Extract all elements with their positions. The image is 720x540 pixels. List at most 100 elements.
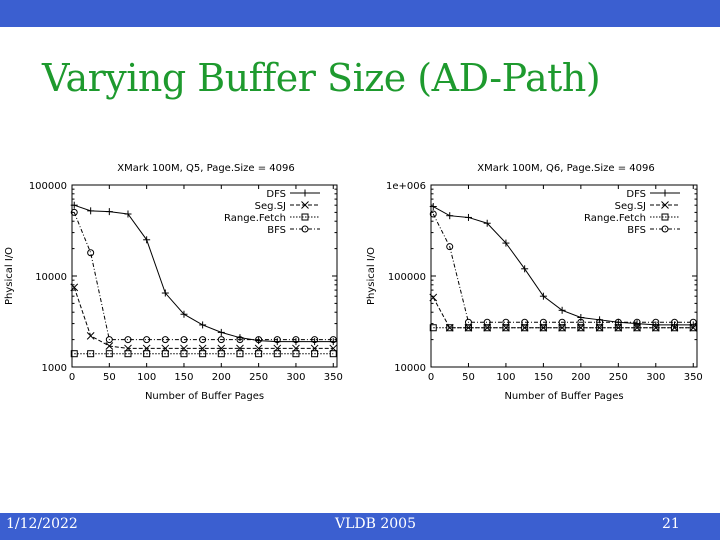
data-point — [70, 283, 79, 292]
series-line — [74, 204, 334, 343]
data-point — [446, 212, 454, 220]
data-point — [292, 336, 300, 344]
data-point — [483, 318, 491, 326]
footer-page-number: 21 — [662, 516, 680, 532]
data-point — [539, 323, 548, 332]
x-tick-label: 100 — [137, 372, 156, 383]
top-bar — [0, 0, 720, 27]
slide-title: Varying Buffer Size (AD-Path) — [42, 56, 601, 100]
data-point — [464, 324, 472, 332]
data-point — [446, 324, 454, 332]
data-point — [199, 336, 207, 344]
data-point — [614, 323, 623, 332]
data-point — [633, 318, 641, 326]
data-point — [311, 336, 319, 344]
x-axis-label: Number of Buffer Pages — [504, 391, 623, 402]
legend-marker — [301, 189, 309, 197]
data-point — [87, 249, 95, 257]
data-point — [502, 239, 510, 247]
x-axis-label: Number of Buffer Pages — [145, 391, 264, 402]
plot-frame — [430, 184, 698, 368]
legend-label: Seg.SJ — [255, 201, 286, 212]
x-tick-label: 0 — [428, 372, 434, 383]
data-point — [689, 324, 697, 332]
legend-marker — [301, 213, 309, 221]
y-tick-label: 100000 — [29, 181, 67, 192]
data-point — [464, 213, 472, 221]
data-point — [329, 336, 337, 344]
legend-label: BFS — [627, 225, 646, 236]
y-tick-label: 1000 — [42, 363, 67, 374]
x-tick-label: 200 — [571, 372, 590, 383]
legend-marker — [661, 213, 669, 221]
series-dfs — [429, 203, 697, 329]
data-point — [199, 350, 207, 358]
data-point — [87, 350, 95, 358]
data-point — [143, 236, 151, 244]
data-point — [521, 265, 529, 273]
data-point — [671, 324, 679, 332]
data-point — [236, 350, 244, 358]
data-point — [105, 342, 114, 350]
series-line — [432, 213, 694, 323]
x-tick-label: 300 — [646, 372, 665, 383]
y-tick-label: 1e+006 — [386, 181, 426, 192]
x-tick-label: 350 — [324, 372, 343, 383]
data-point — [429, 210, 437, 218]
x-tick-label: 200 — [212, 372, 231, 383]
data-point — [558, 318, 566, 326]
x-tick-label: 150 — [534, 372, 553, 383]
data-point — [143, 336, 151, 344]
data-point — [652, 318, 660, 326]
data-point — [558, 306, 566, 314]
data-point — [161, 350, 169, 358]
series-range-fetch — [429, 324, 697, 332]
series-bfs — [429, 210, 697, 326]
data-point — [70, 201, 78, 209]
y-tick-label: 100000 — [388, 272, 426, 283]
data-point — [502, 324, 510, 332]
legend-label: Range.Fetch — [584, 213, 646, 224]
legend-label: Seg.SJ — [615, 201, 646, 212]
series-line — [432, 297, 694, 329]
data-point — [633, 324, 641, 332]
y-tick-label: 10000 — [394, 363, 426, 374]
charts-area: XMark 100M, Q5, Page.Size = 4096 Number o… — [4, 163, 703, 402]
data-point — [633, 323, 641, 332]
data-point — [596, 324, 604, 332]
data-point — [86, 331, 95, 340]
y-axis-label: Physical I/O — [366, 247, 377, 305]
x-tick-label: 250 — [249, 372, 268, 383]
data-point — [483, 219, 491, 227]
legend-label: BFS — [267, 225, 286, 236]
series-range-fetch — [70, 350, 337, 358]
data-point — [180, 336, 188, 344]
data-point — [464, 318, 472, 326]
data-point — [217, 350, 225, 358]
x-tick-label: 100 — [496, 372, 515, 383]
data-point — [143, 350, 151, 358]
data-point — [446, 243, 454, 251]
data-point — [614, 324, 622, 332]
data-point — [70, 208, 78, 216]
data-point — [236, 336, 244, 344]
data-point — [273, 336, 281, 344]
legend-marker — [661, 225, 669, 233]
data-point — [180, 350, 188, 358]
data-point — [311, 350, 319, 358]
chart-2: XMark 100M, Q6, Page.Size = 4096 Number o… — [366, 163, 703, 402]
series-line — [433, 206, 694, 326]
legend-marker — [301, 225, 309, 233]
x-tick-label: 300 — [286, 372, 305, 383]
y-axis-label: Physical I/O — [4, 247, 15, 305]
data-point — [689, 318, 697, 326]
data-point — [464, 323, 473, 332]
data-point — [539, 292, 547, 300]
data-point — [539, 324, 547, 332]
data-point — [329, 350, 337, 358]
data-point — [124, 210, 132, 218]
data-point — [577, 318, 585, 326]
data-point — [255, 336, 263, 344]
x-tick-label: 50 — [462, 372, 475, 383]
data-point — [292, 350, 300, 358]
